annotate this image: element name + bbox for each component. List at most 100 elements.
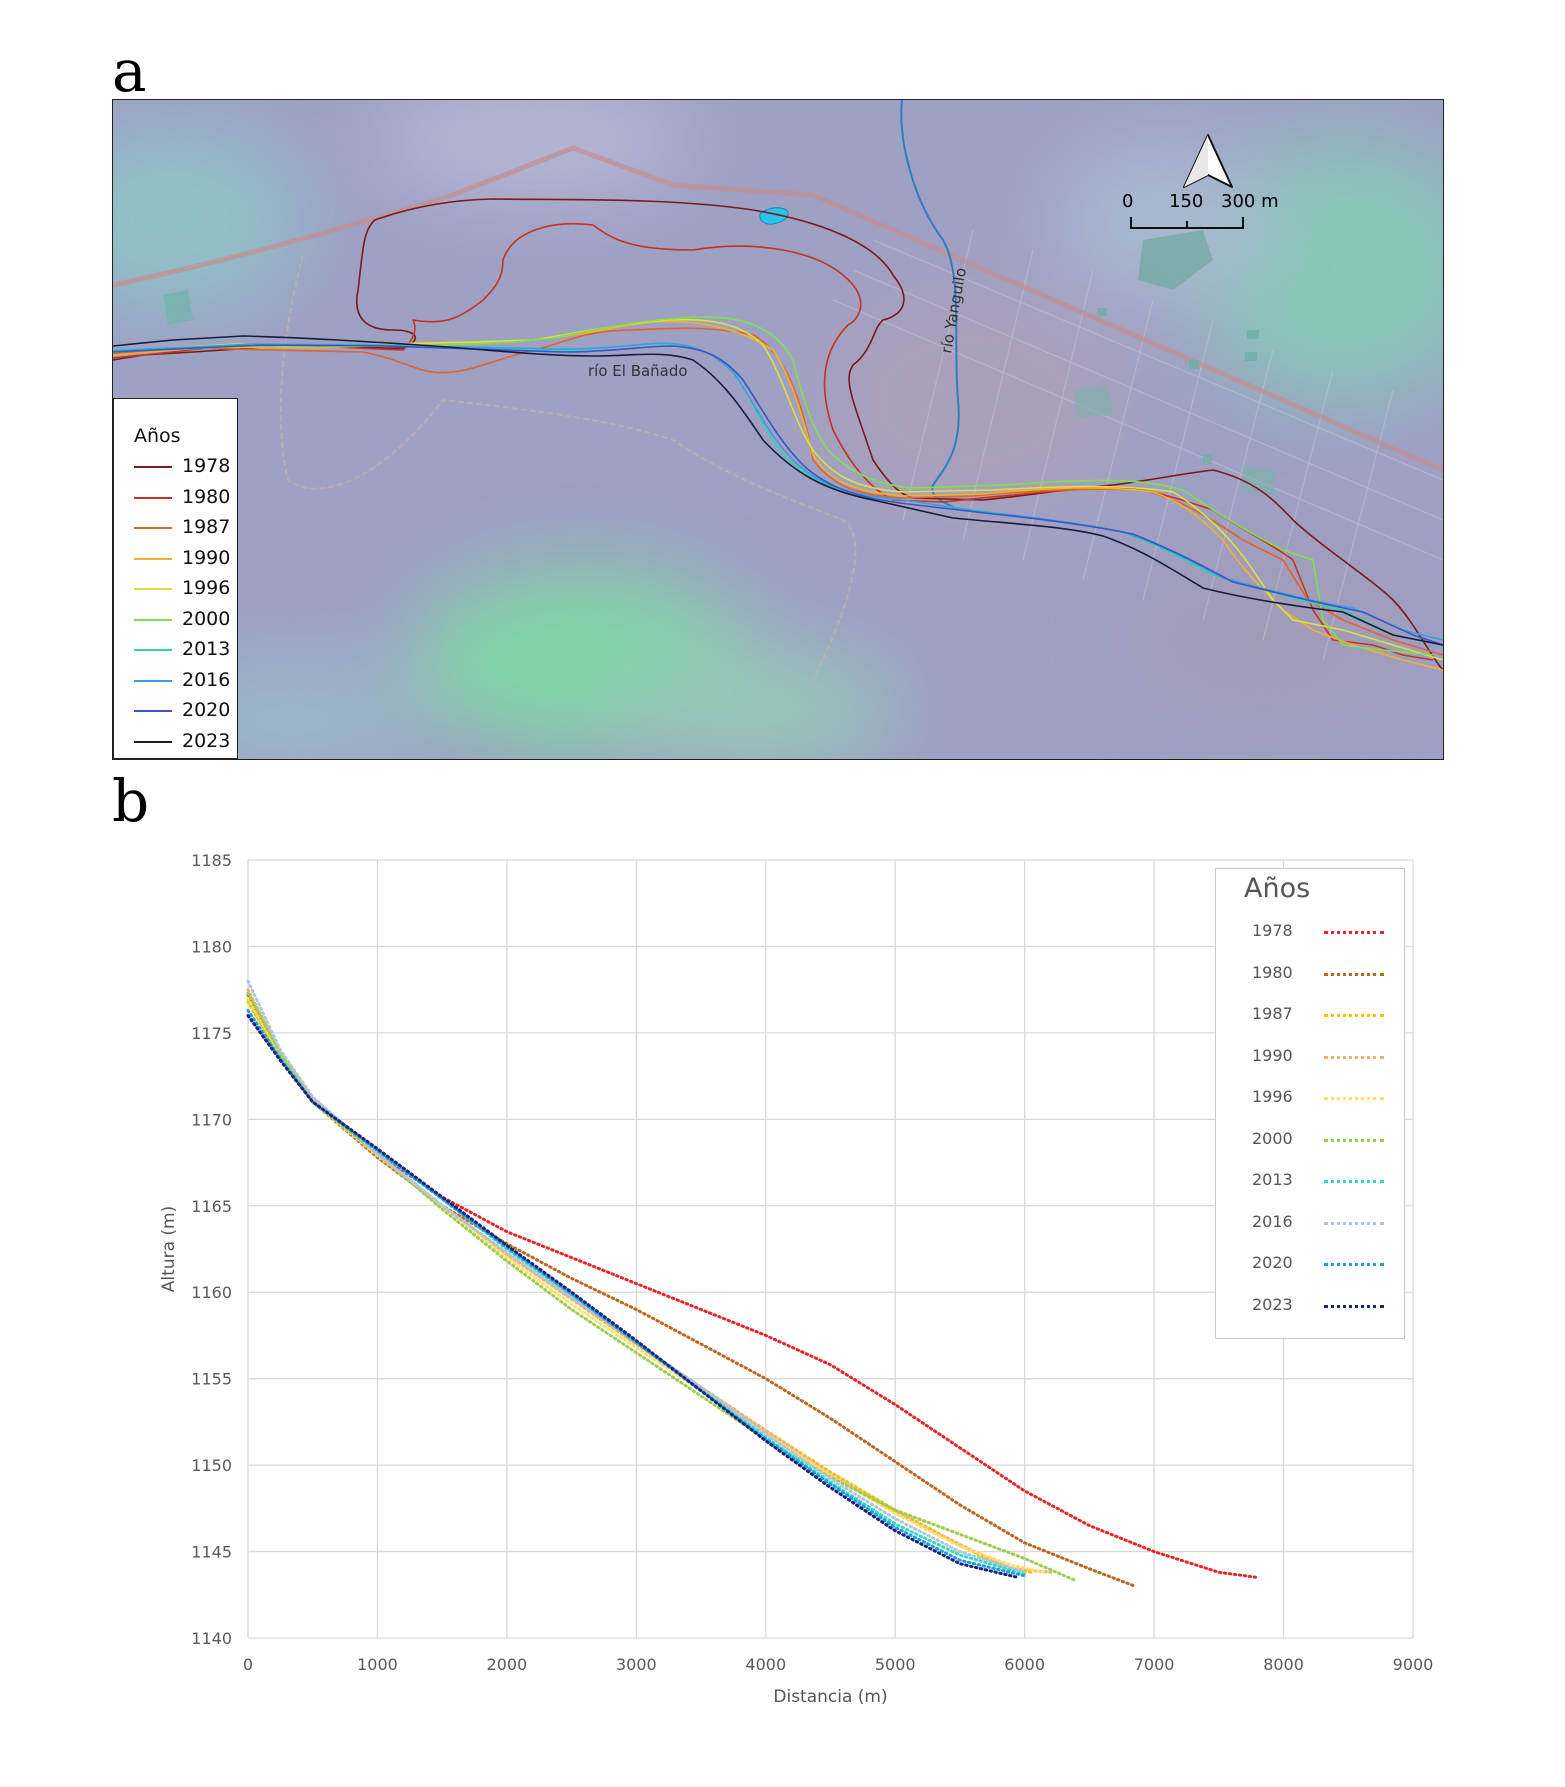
x-tick-label: 8000 xyxy=(1263,1655,1304,1674)
map-legend-item-2016: 2016 xyxy=(134,669,234,693)
map-legend-item-2023: 2023 xyxy=(134,730,234,754)
y-tick-label: 1155 xyxy=(191,1370,232,1389)
chart-legend-item-1978: 1978 xyxy=(1252,921,1392,943)
y-tick-label: 1170 xyxy=(191,1110,232,1129)
scale-label-300: 300 m xyxy=(1221,191,1279,212)
series-line-2000 xyxy=(246,991,1078,1583)
legend-swatch xyxy=(1324,1097,1384,1100)
channel-2013[interactable] xyxy=(113,343,1443,646)
chart-legend-item-2000: 2000 xyxy=(1252,1129,1392,1151)
north-arrow-icon xyxy=(1183,134,1233,188)
map-legend-item-1990: 1990 xyxy=(134,547,234,571)
map-legend-item-2000: 2000 xyxy=(134,608,234,632)
channel-2020[interactable] xyxy=(113,344,1443,646)
legend-swatch xyxy=(1324,1180,1384,1183)
series-line-2023 xyxy=(246,1014,1020,1579)
map-legend-item-2013: 2013 xyxy=(134,638,234,662)
legend-swatch xyxy=(134,618,172,621)
y-tick-label: 1175 xyxy=(191,1024,232,1043)
legend-label: 1978 xyxy=(1252,921,1293,940)
legend-label: 2023 xyxy=(182,729,231,752)
legend-label: 1996 xyxy=(1252,1087,1293,1106)
chart-legend-item-1996: 1996 xyxy=(1252,1087,1392,1109)
y-tick-label: 1185 xyxy=(191,851,232,870)
x-tick-label: 7000 xyxy=(1134,1655,1175,1674)
legend-swatch xyxy=(134,740,172,743)
legend-swatch xyxy=(134,496,172,499)
legend-label: 2016 xyxy=(1252,1211,1293,1231)
series-line-1978 xyxy=(246,996,1260,1579)
chart-legend-item-2016: 2016 xyxy=(1252,1212,1392,1234)
legend-swatch xyxy=(134,679,172,682)
panel-label-a: a xyxy=(112,37,147,105)
legend-swatch xyxy=(1324,972,1384,976)
legend-swatch xyxy=(134,527,172,529)
map-legend-item-1996: 1996 xyxy=(134,577,234,601)
legend-label: 2013 xyxy=(182,638,231,660)
x-tick-label: 2000 xyxy=(487,1655,528,1674)
chart-legend-title: Años xyxy=(1244,873,1311,904)
channel-1978[interactable] xyxy=(113,198,1443,671)
panel-label-b: b xyxy=(112,767,150,835)
legend-swatch xyxy=(134,710,172,712)
x-tick-label: 1000 xyxy=(357,1655,398,1674)
y-tick-label: 1140 xyxy=(191,1629,232,1648)
map-legend-item-1978: 1978 xyxy=(134,455,234,479)
legend-label: 1990 xyxy=(182,546,231,569)
legend-swatch xyxy=(134,557,172,560)
legend-swatch xyxy=(1324,1138,1384,1142)
series-line-1980 xyxy=(246,993,1137,1588)
legend-label: 1980 xyxy=(182,485,231,508)
legend-swatch xyxy=(1324,1304,1384,1308)
series-line-1987 xyxy=(246,1000,1033,1574)
legend-label: 2023 xyxy=(1252,1294,1293,1314)
chart-series xyxy=(246,979,1260,1588)
chart-legend-item-2020: 2020 xyxy=(1252,1253,1392,1275)
chart-legend-item-1987: 1987 xyxy=(1252,1004,1392,1026)
scale-label-150: 150 xyxy=(1169,191,1204,212)
terrain-background xyxy=(113,100,1443,759)
legend-label: 2000 xyxy=(182,607,231,630)
x-tick-label: 5000 xyxy=(875,1655,916,1674)
y-tick-label: 1160 xyxy=(191,1283,232,1302)
map-legend-item-1980: 1980 xyxy=(134,486,234,510)
legend-swatch xyxy=(134,649,172,651)
scale-label-0: 0 xyxy=(1122,191,1134,212)
chart-legend-item-1980: 1980 xyxy=(1252,963,1392,985)
y-tick-label: 1145 xyxy=(191,1543,232,1562)
x-tick-label: 9000 xyxy=(1393,1655,1434,1674)
legend-label: 1987 xyxy=(1252,1004,1293,1023)
scale-bar xyxy=(1130,217,1244,229)
chart-ticks: 0 1000 2000 3000 4000 5000 6000 7000 8000 9000 114… xyxy=(191,851,1433,1674)
y-axis-label: Altura (m) xyxy=(159,1206,179,1292)
y-tick-label: 1165 xyxy=(191,1197,232,1216)
legend-swatch xyxy=(1324,1055,1384,1059)
chart-legend-item-2013: 2013 xyxy=(1252,1170,1392,1192)
x-axis-label: Distancia (m) xyxy=(773,1687,887,1707)
y-tick-label: 1150 xyxy=(191,1456,232,1475)
y-tick-label: 1180 xyxy=(191,937,232,956)
legend-swatch xyxy=(1324,931,1384,934)
legend-label: 2016 xyxy=(182,668,231,691)
legend-label: 1996 xyxy=(182,577,231,599)
legend-swatch xyxy=(1324,1221,1384,1225)
legend-swatch xyxy=(1324,1014,1384,1017)
channel-2016[interactable] xyxy=(113,342,1443,641)
channel-2023[interactable] xyxy=(113,335,1443,646)
x-tick-label: 0 xyxy=(243,1655,253,1674)
legend-swatch xyxy=(1324,1263,1384,1266)
map-panel[interactable]: río Yanguilo río El Bañado 0 150 300 m xyxy=(112,99,1444,760)
legend-label: 1987 xyxy=(182,516,231,538)
map-canvas[interactable]: río Yanguilo río El Bañado xyxy=(113,100,1443,759)
map-legend-item-1987: 1987 xyxy=(134,516,234,540)
chart-legend-item-2023: 2023 xyxy=(1252,1295,1392,1317)
map-legend-item-2020: 2020 xyxy=(134,699,234,723)
river-label-banado: río El Bañado xyxy=(588,362,688,380)
channel-2000[interactable] xyxy=(113,316,1434,656)
chart-legend-item-1990: 1990 xyxy=(1252,1046,1392,1068)
series-line-1996 xyxy=(246,996,1046,1574)
legend-swatch xyxy=(134,588,172,590)
chart-legend: Años 1978 1980 1987 1990 1996 2000 2013 2016 202… xyxy=(1215,868,1405,1339)
legend-label: 2013 xyxy=(1252,1170,1293,1189)
legend-label: 1990 xyxy=(1252,1045,1293,1065)
